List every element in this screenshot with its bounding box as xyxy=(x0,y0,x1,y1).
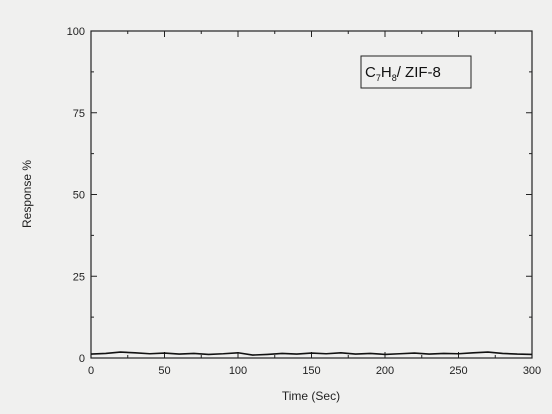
x-tick-label: 0 xyxy=(88,365,94,377)
x-tick-label: 300 xyxy=(523,365,541,377)
legend-box: C7H8/ ZIF-8 xyxy=(360,55,472,89)
y-tick-label: 25 xyxy=(73,271,85,283)
y-tick-label: 100 xyxy=(67,26,85,38)
x-tick-label: 100 xyxy=(229,365,247,377)
y-tick-label: 0 xyxy=(79,353,85,365)
x-tick-label: 200 xyxy=(376,365,394,377)
axis-ticks xyxy=(90,30,533,359)
series-line-c7h8-zif8 xyxy=(90,351,533,356)
legend-label: C7H8/ ZIF-8 xyxy=(365,64,441,83)
y-tick-label: 50 xyxy=(73,190,85,202)
x-tick-label: 150 xyxy=(302,365,320,377)
x-axis-label: Time (Sec) xyxy=(282,389,340,403)
y-tick-label: 75 xyxy=(73,108,85,120)
x-tick-label: 250 xyxy=(449,365,467,377)
tick-labels: 0 50 100 150 200 250 300 0 25 50 75 100 xyxy=(67,26,542,377)
x-tick-label: 50 xyxy=(158,365,170,377)
y-axis-label: Response % xyxy=(20,160,34,228)
